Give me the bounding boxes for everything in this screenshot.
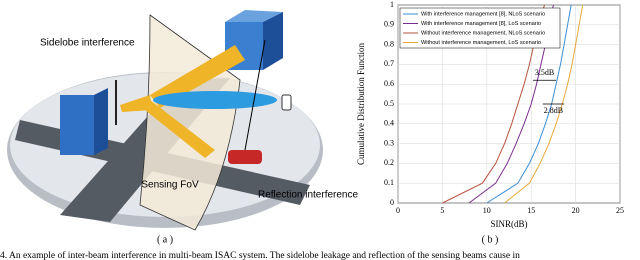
x-tick-label: 15 [527,206,535,215]
scene: Sidelobe interference Sensing FoV Reflec… [7,10,358,245]
beam [120,95,152,112]
annotation: 2.8dB [544,106,563,115]
y-tick-label: 0.6 [384,79,394,88]
y-tick-label: 0.4 [384,119,394,128]
legend-label: With interference management [8], LoS sc… [421,21,541,27]
x-axis-label: SINR(dB) [490,219,527,229]
beam [145,100,215,158]
diagram-label: Sidelobe interference [40,38,135,49]
legend-label: Without interference management, NLoS sc… [421,30,545,36]
phone [281,94,292,111]
x-tick-label: 25 [616,206,624,215]
x-tick-label: 5 [440,206,444,215]
y-tick-label: 0.8 [384,39,394,48]
caption-b: ( b ) [482,234,499,245]
y-tick-label: 0.2 [384,158,394,167]
car [228,150,262,164]
diagram-label: Reflection interference [258,190,358,201]
y-tick-label: 0.5 [384,99,394,108]
caption-a: ( a ) [157,234,173,245]
y-tick-label: 0.1 [384,178,394,187]
building [60,95,94,155]
y-tick-label: 0.9 [384,20,394,29]
legend-label: With interference management [8], NLoS s… [421,11,545,17]
legend-box [399,7,561,49]
comm-beam [153,91,277,109]
diagram-label: Sensing FoV [141,180,199,191]
x-tick-label: 20 [572,206,580,215]
legend-label: Without interference management, LoS sce… [421,40,541,46]
building-side [94,88,108,155]
annotation: 3.5dB [535,68,554,77]
x-tick-label: 0 [396,206,400,215]
building-roof [225,10,283,22]
y-tick-label: 0 [390,198,394,207]
x-tick-label: 10 [483,206,491,215]
beam [150,45,245,108]
building-side [263,12,283,70]
figure-caption: 4. An example of inter-beam interference… [0,250,520,260]
y-tick-label: 1 [390,0,394,9]
y-axis-label: Cumulative Distribution Function [356,43,366,165]
y-tick-label: 0.7 [384,59,394,68]
pointer [244,39,266,151]
y-tick-label: 0.3 [384,138,394,147]
